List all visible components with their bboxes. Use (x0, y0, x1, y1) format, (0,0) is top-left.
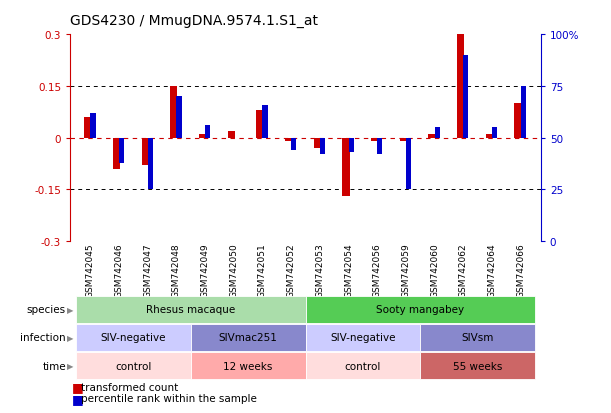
Bar (428, 135, 436, 138)
Bar (434, 128, 440, 138)
Bar (371, 138, 378, 142)
Bar (84, 118, 92, 138)
Text: SIVsm: SIVsm (461, 332, 494, 343)
Text: ■: ■ (72, 392, 84, 405)
Bar (148, 138, 153, 190)
Text: ▶: ▶ (67, 305, 74, 314)
Bar (228, 131, 235, 138)
Text: 12 weeks: 12 weeks (224, 361, 273, 371)
Bar (492, 128, 497, 138)
Text: control: control (115, 361, 152, 371)
Bar (348, 138, 354, 153)
Bar (90, 114, 95, 138)
Bar (463, 56, 469, 138)
Text: percentile rank within the sample: percentile rank within the sample (81, 393, 257, 403)
Bar (406, 138, 411, 190)
Bar (320, 138, 325, 155)
Bar (514, 104, 522, 138)
Text: SIVmac251: SIVmac251 (219, 332, 277, 343)
Text: ■: ■ (72, 380, 84, 393)
Text: time: time (42, 361, 66, 371)
Text: Rhesus macaque: Rhesus macaque (146, 304, 235, 315)
Text: species: species (27, 304, 66, 315)
Bar (342, 138, 349, 197)
Text: ▶: ▶ (67, 361, 74, 370)
Bar (313, 138, 321, 149)
Bar (263, 105, 268, 138)
Text: Sooty mangabey: Sooty mangabey (376, 304, 464, 315)
Bar (377, 138, 382, 155)
Text: transformed count: transformed count (81, 382, 178, 392)
Bar (457, 35, 464, 138)
Text: GDS4230 / MmugDNA.9574.1.S1_at: GDS4230 / MmugDNA.9574.1.S1_at (70, 14, 318, 28)
Bar (400, 138, 407, 142)
Bar (142, 138, 148, 166)
Bar (486, 135, 493, 138)
Text: ▶: ▶ (67, 333, 74, 342)
Bar (285, 138, 292, 142)
Text: SIV-negative: SIV-negative (330, 332, 396, 343)
Text: control: control (345, 361, 381, 371)
Bar (113, 138, 120, 169)
Bar (256, 111, 263, 138)
Bar (119, 138, 124, 163)
Bar (177, 97, 181, 138)
Text: SIV-negative: SIV-negative (101, 332, 166, 343)
Text: infection: infection (20, 332, 66, 343)
Bar (170, 87, 177, 138)
Bar (291, 138, 296, 151)
Bar (205, 126, 210, 138)
Bar (521, 87, 526, 138)
Text: 55 weeks: 55 weeks (453, 361, 502, 371)
Bar (199, 135, 206, 138)
